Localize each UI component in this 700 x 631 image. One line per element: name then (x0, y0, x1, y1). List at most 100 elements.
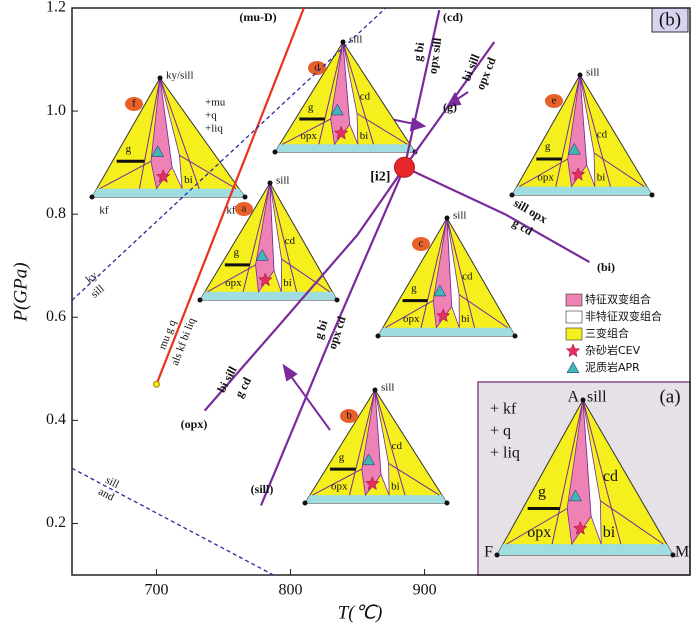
tie-line (519, 158, 568, 188)
reaction-end-label: (mu-D) (239, 10, 276, 24)
extra-label: +mu (205, 97, 226, 109)
tie-line (582, 399, 622, 545)
reaction-line (403, 9, 441, 168)
ternary-diagram: g opx cd bi sill e (509, 67, 655, 198)
star-marker (364, 476, 380, 491)
vertex (197, 297, 203, 303)
reaction-end-label: (g) (443, 100, 457, 114)
triangle-marker (433, 284, 447, 297)
star-marker (565, 343, 581, 358)
reaction-line (403, 41, 496, 168)
tie-line (282, 118, 331, 145)
tie-line (374, 389, 406, 496)
star-marker (570, 166, 586, 181)
vertex (444, 500, 450, 506)
white-field (374, 389, 390, 496)
tag-badge (125, 97, 143, 111)
extra-label: + q (490, 423, 511, 440)
phase-label: bi (603, 524, 616, 541)
reaction-label: sill (103, 474, 120, 491)
legend-swatch (565, 310, 583, 324)
base-strip (275, 144, 415, 152)
tag-badge (308, 61, 326, 75)
reaction-end-label: (bi) (597, 260, 615, 274)
phase-label: g (233, 247, 239, 259)
phase-label: cd (392, 440, 403, 452)
white-field (269, 182, 282, 292)
tag-label: d (314, 62, 320, 74)
base-strip (512, 186, 652, 195)
white-field (582, 399, 602, 545)
tie-line (356, 113, 408, 145)
tag-badge (545, 94, 563, 108)
panel-label: (a) (659, 386, 680, 407)
phase-label: opx (527, 524, 551, 541)
phase-label: bi (391, 481, 400, 493)
extra-label: +liq (205, 123, 223, 135)
triangle-marker (567, 142, 581, 155)
point-label: [i2] (370, 169, 390, 184)
plot-frame (71, 7, 691, 576)
tie-line (318, 41, 344, 145)
phase-label: opx (537, 172, 554, 184)
star-marker (572, 520, 588, 535)
tie-line (179, 154, 237, 190)
tag-badge (412, 237, 430, 251)
vertex (375, 333, 381, 339)
base-strip (497, 544, 673, 555)
vertex (267, 180, 273, 186)
vertex (444, 215, 450, 221)
base-strip (92, 188, 245, 197)
base-strip (378, 327, 515, 336)
phase-label: g (538, 484, 546, 501)
tie-line (458, 294, 508, 329)
y-tick-label: 0.8 (46, 205, 66, 222)
phase-label: cd (597, 129, 608, 141)
white-field (579, 74, 596, 187)
extra-label: + liq (490, 445, 520, 462)
triangle-marker (255, 249, 269, 261)
vertex (670, 552, 676, 558)
reaction-label: opx sill (425, 36, 444, 75)
vertex (272, 149, 278, 155)
reaction-end-label: (opx) (181, 417, 208, 431)
reaction-line (71, 467, 275, 577)
reaction-label: g bi (311, 318, 330, 341)
apex-label: sill (453, 210, 466, 222)
triangle-marker (151, 145, 165, 157)
extra-label: +q (205, 110, 217, 122)
phase-label: g (411, 282, 417, 294)
vertex (512, 333, 518, 339)
tie-line (420, 217, 448, 328)
tie-line (99, 160, 152, 190)
apex-label: sill (586, 67, 599, 79)
tie-line (579, 74, 611, 187)
phase-label: opx (331, 481, 348, 493)
phase-label: bi (184, 174, 193, 186)
reaction-line (155, 7, 305, 385)
apex-label: sill (349, 34, 362, 46)
base-strip (200, 291, 337, 300)
triangle-marker (566, 361, 580, 374)
legend-swatch (565, 293, 583, 307)
y-tick-label: 1.2 (46, 0, 66, 16)
ternary-diagram: g opx cd bi sill a (197, 175, 340, 303)
tie-line (207, 264, 256, 293)
vertex (372, 387, 378, 393)
ternary-diagram: g opx cd bi sill b (302, 382, 450, 506)
reaction-line (203, 166, 406, 412)
invariant-point (393, 156, 415, 178)
x-tick-label: 700 (144, 582, 168, 599)
tie-line (281, 258, 331, 293)
triangle-marker (569, 489, 582, 502)
tag-label: e (552, 95, 557, 107)
vertex (302, 500, 308, 506)
phase-label: opx (225, 277, 242, 289)
tie-line (593, 152, 645, 188)
reaction-end-label: (cd) (443, 10, 463, 24)
star-marker (155, 169, 171, 183)
y-tick-label: 0.2 (46, 514, 66, 531)
y-tick-label: 1.0 (46, 102, 66, 119)
triangle-marker (330, 103, 344, 116)
